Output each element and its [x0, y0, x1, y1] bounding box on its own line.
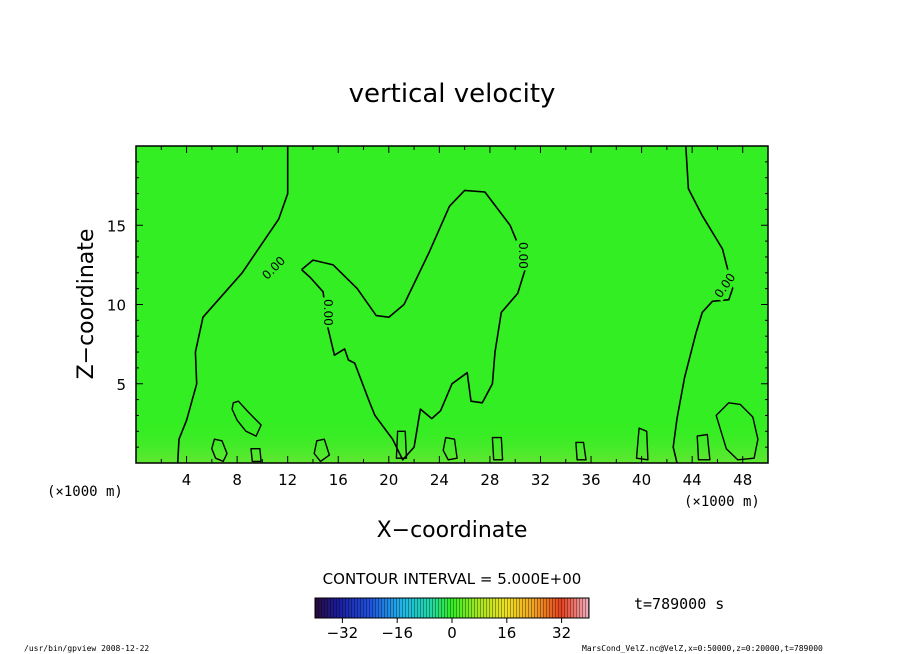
y-tick-label: 15: [107, 217, 126, 235]
x-unit-right: (×1000 m): [684, 494, 760, 510]
y-tick-label: 5: [116, 376, 126, 394]
colorbar: −32 −16 0 16 32: [314, 597, 590, 642]
contour-label-text: 0.00: [321, 299, 335, 326]
contour-line-1: [176, 146, 289, 464]
x-unit-left: (×1000 m): [47, 484, 123, 500]
contour-line-3: [672, 145, 734, 464]
x-axis-label: X−coordinate: [377, 518, 528, 543]
contour-label-bg: [321, 297, 336, 328]
contour-interval-text: CONTOUR INTERVAL = 5.000E+00: [323, 570, 582, 588]
contour-cell-10: [696, 433, 711, 461]
x-tick-label: 16: [329, 471, 348, 489]
contour-cell-6: [442, 436, 458, 461]
y-axis-label: Z−coordinate: [74, 229, 99, 380]
contour-cell-5: [395, 430, 408, 459]
colorbar-ticks: −32 −16 0 16 32: [327, 618, 571, 642]
contour-label-bg: [258, 252, 290, 284]
x-tick-label: 12: [278, 471, 297, 489]
contour-cell-9: [635, 427, 649, 461]
contour-label-bg: [515, 240, 530, 271]
x-ticks: 4 8 12 16 20 24 28 32 36 40 44 48: [160, 146, 752, 489]
chart-title: vertical velocity: [349, 79, 556, 109]
colorbar-stripes: [315, 598, 589, 618]
x-tick-label: 20: [379, 471, 398, 489]
x-tick-label: 24: [430, 471, 449, 489]
x-tick-label: 36: [581, 471, 600, 489]
contour-cell-1: [231, 400, 262, 437]
x-tick-label: 48: [733, 471, 752, 489]
colorbar-tick-label: −16: [381, 624, 413, 642]
colorbar-tick-label: −32: [327, 624, 359, 642]
x-tick-label: 4: [182, 471, 192, 489]
footer-left: /usr/bin/gpview 2008-12-22: [24, 644, 149, 653]
contour-cell-11: [715, 402, 759, 461]
y-ticks: 5 10 15: [107, 161, 768, 448]
colorbar-tick-label: 0: [447, 624, 457, 642]
contour-cell-7: [491, 436, 504, 461]
time-label: t=789000 s: [634, 595, 724, 613]
colorbar-tick-label: 32: [552, 624, 571, 642]
contour-lines: [176, 145, 759, 464]
contour-cell-8: [575, 441, 587, 461]
x-tick-label: 40: [632, 471, 651, 489]
contour-cell-2: [211, 438, 228, 463]
near-surface-shading: [136, 420, 768, 463]
x-tick-label: 32: [531, 471, 550, 489]
x-tick-label: 44: [683, 471, 702, 489]
contour-line-2: [301, 189, 528, 461]
contour-cell-4: [313, 438, 331, 463]
x-tick-label: 28: [480, 471, 499, 489]
contour-cell-3: [250, 448, 262, 463]
colorbar-tick-label: 16: [497, 624, 516, 642]
footer-right: MarsCond_VelZ.nc@VelZ,x=0:50000,z=0:2000…: [582, 644, 823, 653]
velocity-field: [136, 146, 768, 463]
x-tick-label: 8: [232, 471, 242, 489]
contour-label-text: 0.00: [516, 242, 530, 269]
contour-label-2: 0.00: [321, 297, 336, 328]
contour-label-bg: [710, 269, 740, 302]
contour-label-3: 0.00: [515, 240, 530, 271]
y-tick-label: 10: [107, 297, 126, 315]
